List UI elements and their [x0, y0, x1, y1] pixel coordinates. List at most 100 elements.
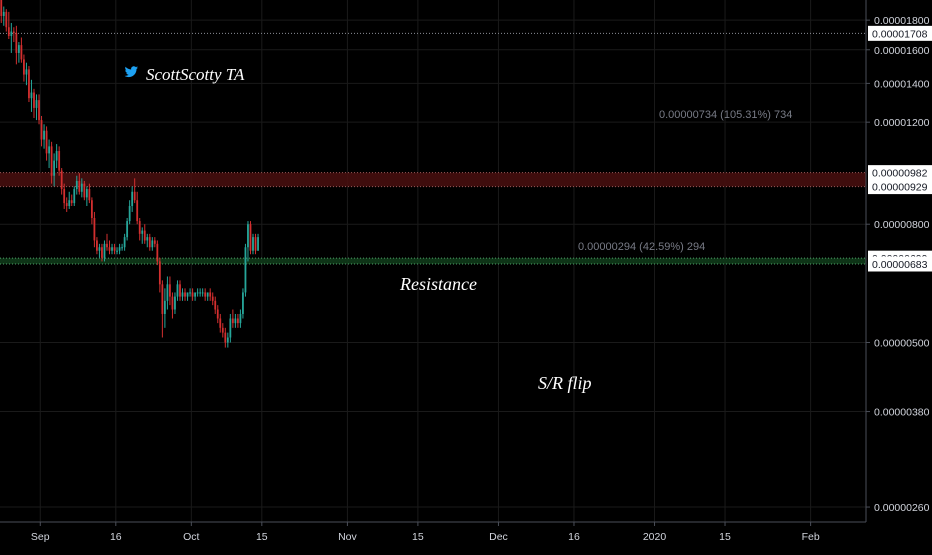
candle-bull — [151, 237, 154, 251]
candle-body — [126, 221, 129, 238]
candle-bear — [161, 280, 164, 338]
candle-body — [229, 318, 232, 338]
candle-bear — [45, 126, 48, 161]
candle-body — [40, 120, 43, 140]
candle-bear — [138, 217, 141, 241]
time-axis[interactable]: Sep 16 Oct 15 Nov 15 Dec 16 2020 15 Feb — [31, 522, 820, 543]
sr-flip-label: S/R flip — [538, 373, 592, 393]
candle-body — [131, 191, 134, 207]
price-tick-label: 0.00000500 — [874, 337, 930, 349]
time-tick-label: 15 — [412, 531, 424, 543]
candle-bull — [2, 6, 5, 26]
level-label-bg — [868, 25, 932, 41]
candle-bull — [68, 191, 71, 209]
candle-body — [80, 183, 83, 192]
resistance-label: Resistance — [399, 274, 477, 294]
candle-bear — [33, 88, 35, 119]
candle-bear — [20, 37, 23, 63]
candle-body — [143, 230, 146, 241]
candle-body — [148, 237, 151, 248]
time-tick-label: Oct — [183, 531, 199, 543]
watermark-text: ScottScotty TA — [146, 65, 245, 84]
candle-bear — [224, 327, 227, 348]
candle-body — [199, 292, 202, 294]
candle-bear — [113, 243, 116, 255]
candle-body — [7, 27, 10, 37]
candle-bear — [58, 146, 61, 176]
time-tick-label: Feb — [802, 531, 820, 543]
candle-bull — [252, 233, 254, 255]
candle-body — [242, 292, 244, 314]
candle-bull — [146, 233, 149, 248]
candle-body — [252, 237, 254, 251]
candle-body — [101, 247, 103, 258]
candle-bear — [158, 257, 161, 293]
candle-bull — [206, 292, 209, 301]
candle-bull — [48, 139, 50, 169]
candle-bull — [10, 22, 13, 53]
candle-bull — [242, 288, 244, 319]
candle-bear — [78, 173, 81, 195]
candle-bear — [204, 288, 207, 301]
level-label-resistance-upper: 0.00000982 — [872, 168, 928, 180]
price-tick-label: 0.00001600 — [874, 45, 930, 57]
candle-body — [116, 250, 118, 252]
candle-bull — [199, 288, 202, 297]
candle-bull — [53, 153, 56, 187]
candle-body — [75, 180, 78, 190]
candle-bear — [40, 115, 43, 147]
candle-body — [174, 296, 176, 310]
candle-bull — [186, 292, 189, 301]
candle-bear — [211, 292, 214, 306]
candle-bull — [226, 332, 229, 348]
candle-bear — [70, 194, 73, 207]
price-axis[interactable]: 0.00001800 0.00001600 0.00001400 0.00001200… — [866, 15, 930, 514]
time-tick-label: Nov — [338, 531, 357, 543]
candle-bull — [196, 288, 199, 297]
candle-bull — [131, 186, 134, 212]
time-tick-label: 2020 — [643, 531, 667, 543]
candle-body — [63, 189, 66, 204]
candle-bear — [231, 309, 234, 328]
candle-body — [23, 59, 25, 75]
candle-body — [118, 247, 121, 251]
candle-body — [231, 318, 234, 324]
time-axis-bg — [0, 522, 932, 550]
candle-body — [236, 318, 239, 324]
candle-body — [171, 296, 174, 310]
candle-body — [136, 200, 139, 222]
candle-bull — [189, 288, 191, 297]
candle-body — [184, 292, 186, 297]
candle-body — [257, 237, 259, 251]
candle-bear — [156, 240, 159, 266]
candle-body — [45, 130, 48, 154]
candle-body — [78, 180, 81, 192]
candle-bear — [96, 237, 98, 255]
level-label-bg — [868, 165, 932, 181]
candle-body — [186, 292, 189, 297]
price-tick-label: 0.00001800 — [874, 15, 930, 27]
annotations: ScottScotty TA 0.00000734 (105.31%) 734 … — [124, 65, 792, 393]
candle-bear — [101, 243, 103, 262]
candle-body — [158, 261, 161, 285]
candle-bear — [219, 313, 222, 333]
price-tick-label: 0.00000380 — [874, 407, 930, 419]
candle-body — [5, 11, 8, 28]
candle-bull — [244, 243, 247, 297]
candle-bear — [108, 240, 111, 255]
candle-body — [133, 191, 136, 201]
candle-bull — [85, 186, 88, 207]
candle-body — [83, 183, 86, 198]
candle-body — [161, 284, 164, 314]
price-axis-bg — [866, 0, 932, 550]
candle-body — [96, 240, 98, 251]
candle-body — [191, 292, 194, 297]
candle-body — [15, 33, 18, 53]
candle-body — [176, 284, 179, 297]
time-tick-label: Dec — [489, 531, 508, 543]
candle-bull — [239, 309, 242, 328]
candle-bull — [247, 221, 249, 262]
candle-body — [209, 292, 212, 297]
